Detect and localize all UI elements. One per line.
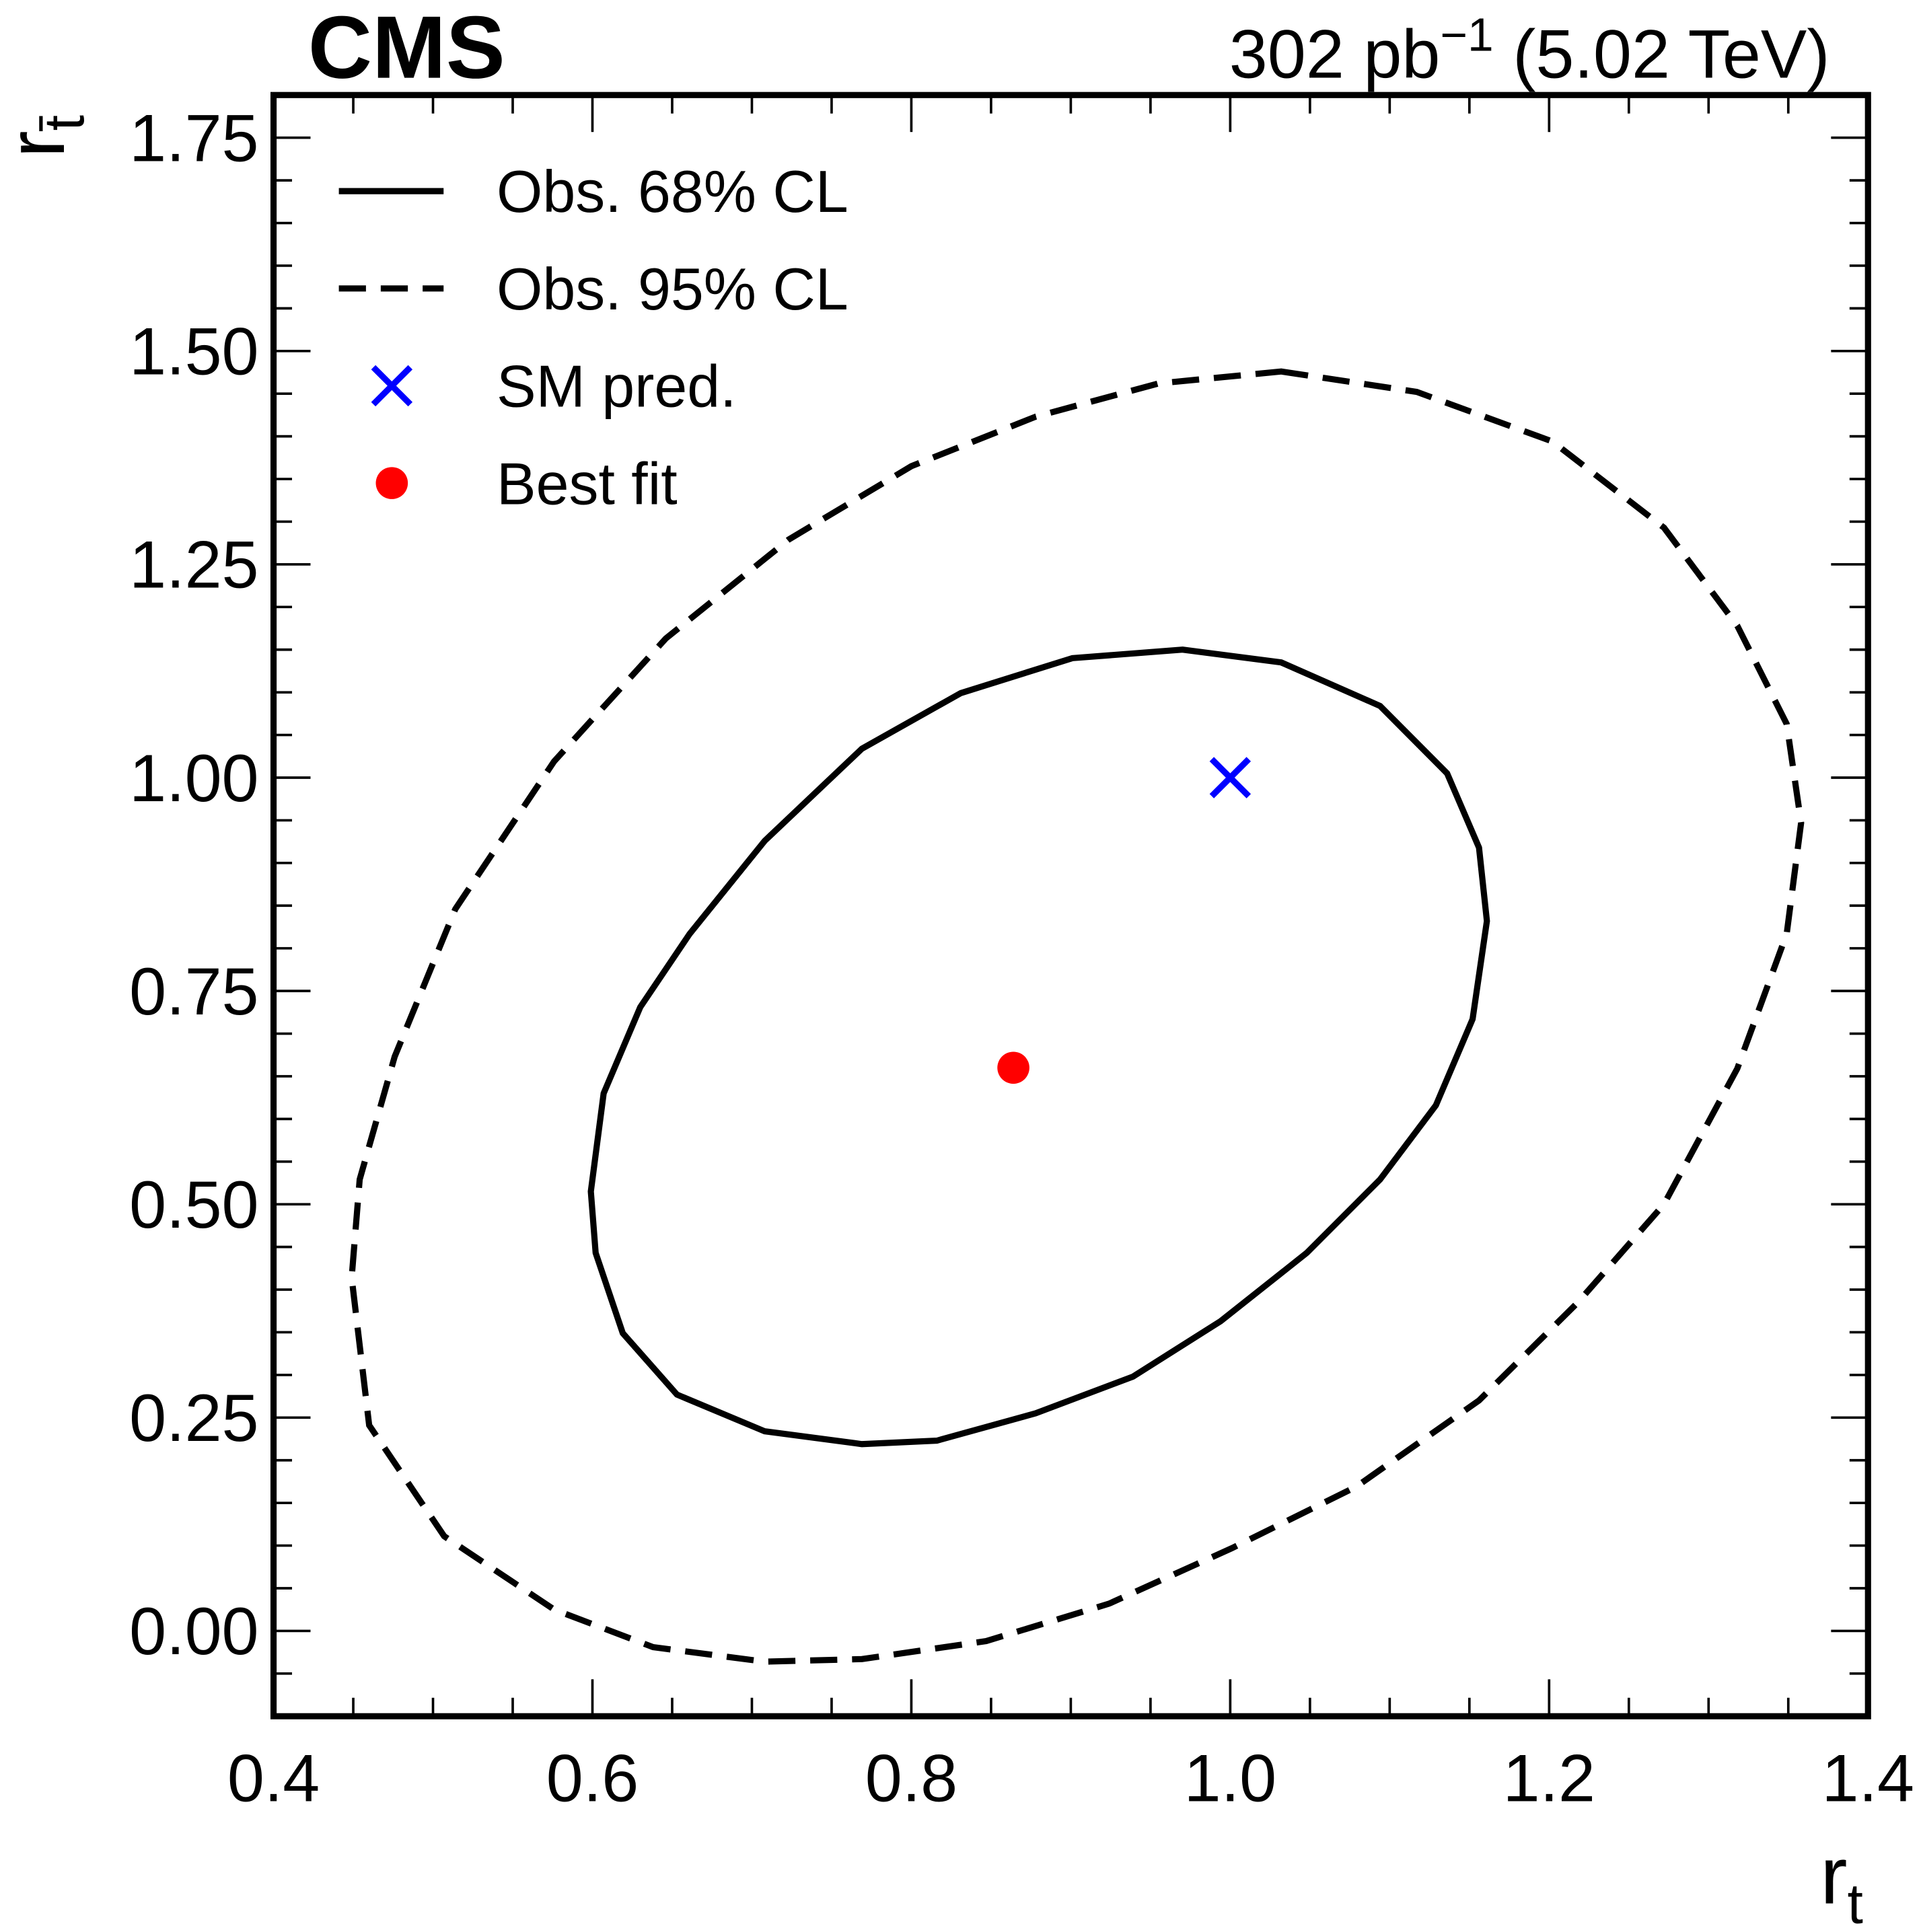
marker-stroke <box>1209 757 1252 798</box>
x-tick-label: 0.8 <box>865 1741 957 1816</box>
lumi-label: 302 pb−1 (5.02 TeV) <box>1229 8 1830 92</box>
x-axis-label: rt <box>1820 1830 1863 1932</box>
legend-label: Obs. 95% CL <box>497 256 848 322</box>
y-tick-label: 0.25 <box>129 1380 258 1455</box>
marker-stroke <box>371 365 413 407</box>
best-fit-marker <box>375 467 408 499</box>
x-tick-label: 0.6 <box>546 1741 639 1816</box>
contour-line <box>587 646 1490 1448</box>
legend-label: Best fit <box>497 450 678 517</box>
y-tick-label: 1.00 <box>129 741 258 815</box>
x-tick-label: 1.2 <box>1503 1741 1595 1816</box>
y-axis-label-main: r <box>0 131 81 157</box>
y-tick-label: 0.00 <box>129 1594 258 1668</box>
lumi-sup: −1 <box>1440 8 1493 61</box>
y-tick-label: 0.50 <box>129 1167 258 1242</box>
legend-label: Obs. 68% CL <box>497 158 848 225</box>
y-tick-label: 1.25 <box>129 527 258 602</box>
legend-label: SM pred. <box>497 353 737 420</box>
y-tick-label: 1.75 <box>129 100 258 175</box>
lumi-text: 302 pb <box>1229 15 1441 93</box>
x-axis-label-sub: t <box>1848 1872 1863 1932</box>
experiment-label: CMS <box>308 0 505 97</box>
x-axis-label-main: r <box>1820 1830 1847 1921</box>
y-axis-label-sub: t̄ <box>33 115 96 132</box>
sm-marker <box>1209 757 1252 798</box>
x-tick-label: 1.0 <box>1184 1741 1276 1816</box>
plot-frame <box>270 91 1871 1719</box>
y-axis-label: rt̄ <box>0 115 96 158</box>
x-tick-label: 0.4 <box>227 1741 320 1816</box>
y-tick-label: 0.75 <box>129 954 258 1029</box>
y-tick-label: 1.50 <box>129 314 258 389</box>
contour-line <box>349 368 1805 1665</box>
sm-marker <box>371 365 413 407</box>
lumi-rest: (5.02 TeV) <box>1494 15 1830 93</box>
best-fit-marker <box>997 1051 1029 1084</box>
x-tick-label: 1.4 <box>1822 1741 1914 1816</box>
